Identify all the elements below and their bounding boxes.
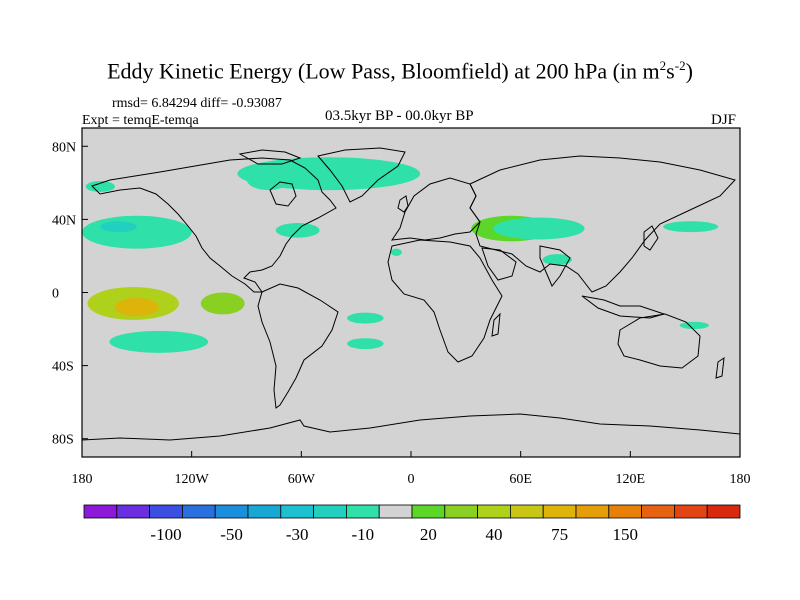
x-tick-label: 60E (509, 472, 532, 487)
colorbar-swatch (247, 504, 282, 519)
chart-title: Eddy Kinetic Energy (Low Pass, Bloomfiel… (0, 58, 800, 84)
colorbar-swatch (575, 504, 610, 519)
coastline-antarctica (82, 413, 740, 441)
colorbar-swatch (181, 504, 216, 519)
colorbar-label: 20 (420, 525, 437, 544)
coastline-south-america (257, 283, 339, 409)
colorbar-swatch (706, 504, 741, 519)
colorbar-label: -10 (351, 525, 374, 544)
anomaly-south-atlantic-negative-1 (347, 312, 384, 324)
colorbar-swatch (641, 504, 675, 519)
x-tick-label: 60W (288, 472, 316, 487)
map-background (82, 128, 740, 457)
coastline-uk (397, 195, 409, 213)
colorbar-swatch (608, 504, 642, 519)
coastline-japan (643, 225, 659, 251)
x-tick-label: 180 (730, 472, 751, 487)
anomaly-south-asia-negative (542, 254, 572, 266)
y-tick-label: 0 (52, 287, 59, 302)
season-label: DJF (711, 112, 737, 128)
coastline-greenland (317, 147, 406, 203)
y-tick-label: 80N (52, 140, 76, 155)
colorbar-label: 75 (551, 525, 568, 544)
anomaly-east-atlantic-negative (390, 248, 402, 256)
colorbar-swatch (280, 504, 314, 519)
colorbar-label: 150 (612, 525, 638, 544)
colorbar-label: 40 (486, 525, 503, 544)
colorbar-swatch (477, 504, 511, 519)
colorbar-swatch (116, 504, 151, 519)
colorbar-swatch (674, 504, 708, 519)
experiment-label: Expt = temqE-temqa (82, 113, 199, 128)
stats-label: rmsd= 6.84294 diff= -0.93087 (112, 96, 282, 111)
x-tick-label: 120W (175, 472, 210, 487)
y-tick-label: 40S (52, 360, 74, 375)
x-tick-label: 120E (616, 472, 646, 487)
colorbar: -100 -50 -30 -10 20 40 75 150 (83, 504, 741, 544)
colorbar-swatch (509, 504, 544, 519)
anomaly-north-pacific-core (100, 221, 137, 233)
y-tick-label: 40N (52, 213, 76, 228)
coastline-arabia (481, 247, 517, 281)
x-tick-label: 180 (72, 472, 93, 487)
period-label: 03.5kyr BP - 00.0kyr BP (325, 108, 474, 124)
title-superscript-2: 2 (659, 58, 667, 73)
axis-ticks: 180 120W 60W 0 60E 120E 180 80N 40N 0 40S 80S (52, 140, 751, 487)
anomaly-layer (82, 157, 719, 353)
coastline-north-america (91, 157, 337, 293)
coastline-india (539, 245, 571, 287)
anomaly-middle-east-negative (493, 217, 585, 240)
anomaly-hudson-bay-negative (246, 168, 291, 191)
anomaly-alaska-negative (85, 181, 115, 192)
colorbar-swatch (444, 504, 478, 519)
y-tick-label: 80S (52, 433, 74, 448)
colorbar-label: -100 (150, 525, 181, 544)
title-superscript-neg2: -2 (674, 58, 686, 73)
colorbar-swatch (149, 504, 183, 519)
title-close: ) (685, 58, 693, 84)
anomaly-tropical-pacific-core (114, 297, 159, 317)
coastline-asia (469, 155, 736, 293)
colorbar-swatch (345, 504, 380, 519)
colorbar-label: -30 (286, 525, 309, 544)
colorbar-swatch (378, 504, 413, 519)
colorbar-swatch (313, 504, 347, 519)
coastline-australia (617, 313, 701, 369)
anomaly-north-pacific-west-negative (663, 221, 719, 233)
coastline-new-zealand (715, 356, 725, 379)
anomaly-south-pacific-negative (109, 330, 209, 353)
anomaly-north-pacific-negative (82, 215, 192, 249)
x-tick-label: 0 (408, 472, 415, 487)
title-unit-s: s (666, 58, 675, 84)
anomaly-east-pacific-positive (200, 292, 245, 315)
coastline-hudson-bay (269, 181, 297, 207)
coastline-arctic-islands (238, 149, 302, 165)
colorbar-label: -50 (220, 525, 243, 544)
colorbar-swatch (411, 504, 446, 519)
colorbar-swatch (214, 504, 249, 519)
colorbar-swatch (542, 504, 577, 519)
coastline-madagascar (491, 312, 501, 337)
coastline-africa (387, 239, 503, 363)
colorbar-swatch (83, 504, 118, 519)
title-text: Eddy Kinetic Energy (Low Pass, Bloomfiel… (107, 58, 660, 84)
anomaly-australia-negative (679, 321, 709, 330)
coastlines (82, 147, 740, 441)
anomaly-south-atlantic-negative-2 (347, 338, 384, 350)
